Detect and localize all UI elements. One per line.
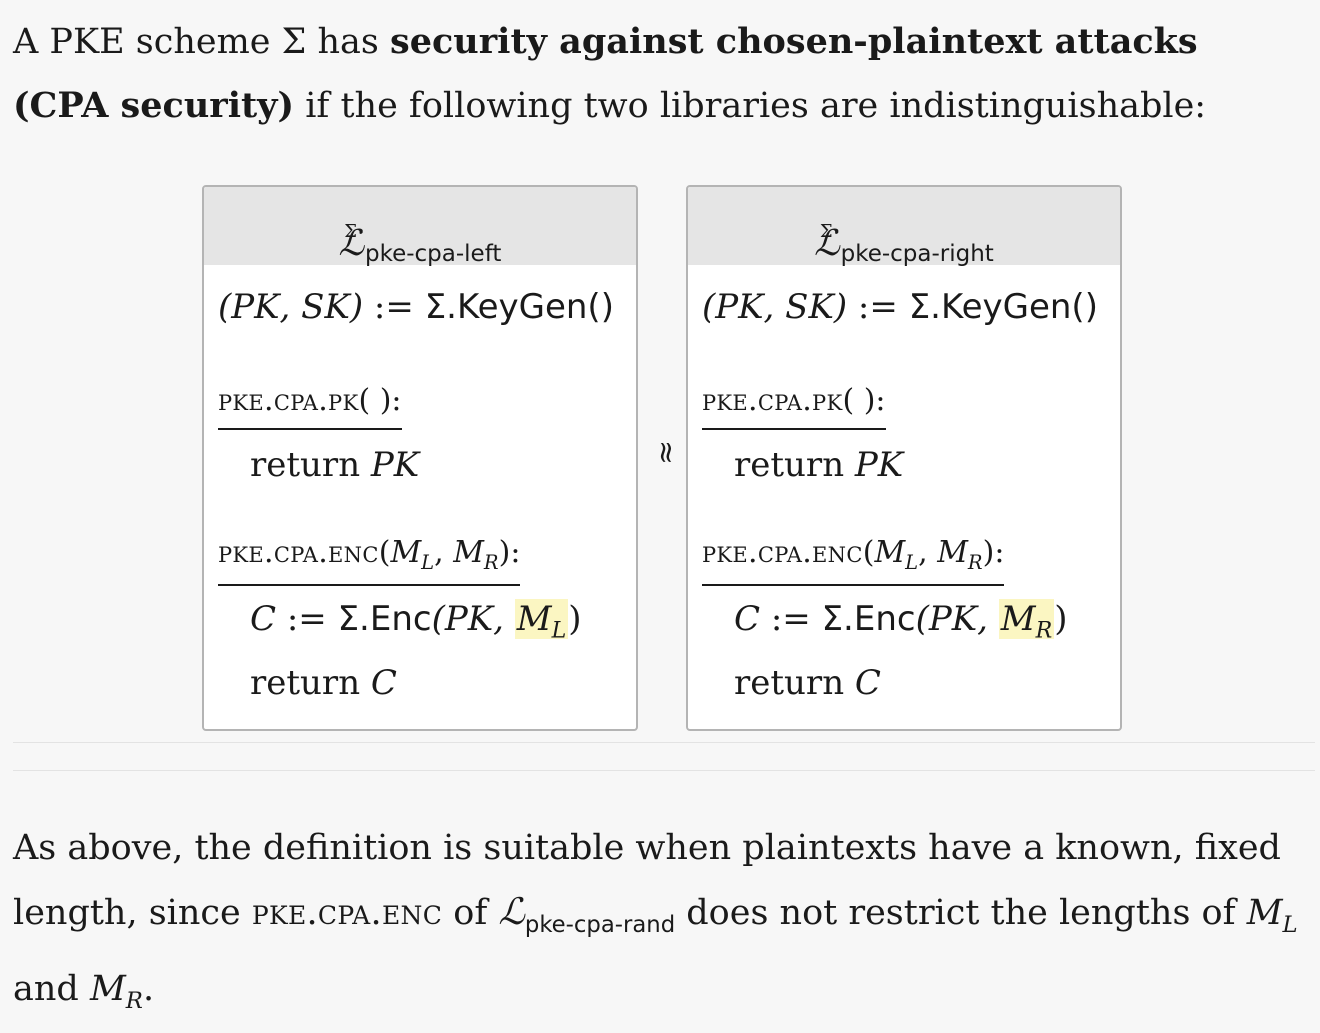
highlighted-message: ML <box>514 599 569 644</box>
c-args: (PK, <box>431 599 515 639</box>
c-arg-sub: L <box>551 617 567 644</box>
init-line: (PK, SK) := Σ.KeyGen() <box>702 287 1098 327</box>
return-keyword: return <box>734 663 855 703</box>
library-comparison: ℒΣpke-cpa-left (PK, SK) := Σ.KeyGen() pk… <box>202 185 1126 733</box>
enc-proc-name: pke.cpa.enc <box>218 535 379 570</box>
pk-proc-name: pke.cpa.pk <box>218 383 359 418</box>
pk-proc-args: ( ): <box>358 383 402 418</box>
library-superscript: Σ <box>344 221 357 242</box>
enc-proc-name: pke.cpa.enc <box>702 535 863 570</box>
outro-text-1: As above, the definition is suitable whe… <box>13 828 1281 933</box>
pk-return-line: return PK <box>734 445 903 485</box>
library-left-header: ℒΣpke-cpa-left <box>204 187 636 267</box>
c-var: C <box>734 599 761 639</box>
outro-lib-symbol: ℒ <box>498 890 525 933</box>
outro-paragraph: As above, the definition is suitable whe… <box>13 816 1303 1033</box>
pk-proc-args: ( ): <box>842 383 886 418</box>
c-op: := <box>760 599 822 639</box>
c-op: := <box>276 599 338 639</box>
outro-proc-name: pke.cpa.enc <box>251 893 443 933</box>
enc-proc-header: pke.cpa.enc(ML, MR): <box>702 535 1005 586</box>
outro-m1-sub: L <box>1282 911 1298 938</box>
c-arg-m: M <box>516 599 552 639</box>
pk-proc-name: pke.cpa.pk <box>702 383 843 418</box>
init-op: := <box>363 287 425 327</box>
enc-assign-line: C := Σ.Enc(PK, ML) <box>250 599 582 644</box>
indistinguishable-symbol: ≈ <box>648 439 684 466</box>
enc-return-line: return C <box>734 663 881 703</box>
enc-arg-l: L <box>421 550 435 574</box>
return-keyword: return <box>250 445 371 485</box>
library-symbol: ℒ <box>814 223 840 264</box>
return-keyword: return <box>734 445 855 485</box>
enc-arg-r: R <box>967 550 983 574</box>
return-value: C <box>854 663 881 703</box>
outro-m1: M <box>1246 893 1283 933</box>
outro-text-2: of <box>442 893 499 933</box>
c-var: C <box>250 599 277 639</box>
init-rhs: Σ.KeyGen() <box>908 287 1098 327</box>
intro-paragraph: A PKE scheme Σ has security against chos… <box>13 10 1303 138</box>
enc-arg-m2: M <box>453 535 484 570</box>
library-right-header: ℒΣpke-cpa-right <box>688 187 1120 267</box>
pk-proc-header: pke.cpa.pk( ): <box>218 383 402 430</box>
enc-paren-close: ): <box>498 535 521 570</box>
enc-proc-header: pke.cpa.enc(ML, MR): <box>218 535 521 586</box>
c-args-close: ) <box>568 599 582 639</box>
c-args: (PK, <box>915 599 999 639</box>
intro-text-1: A PKE scheme Σ has <box>13 22 390 62</box>
library-name: pke-cpa-right <box>840 241 994 267</box>
divider <box>13 742 1315 743</box>
outro-text-4: and <box>13 968 90 1009</box>
enc-sep: , <box>434 535 454 570</box>
highlighted-message: MR <box>998 599 1055 644</box>
enc-arg-l: L <box>905 550 919 574</box>
enc-paren-open: ( <box>862 535 875 570</box>
c-arg-sub: R <box>1035 617 1053 644</box>
init-op: := <box>847 287 909 327</box>
outro-m2-sub: R <box>125 987 143 1014</box>
c-fn: Σ.Enc <box>337 599 432 639</box>
intro-bold-term: security against chosen-plaintext attack… <box>13 21 1198 126</box>
enc-return-line: return C <box>250 663 397 703</box>
divider <box>13 770 1315 771</box>
init-rhs: Σ.KeyGen() <box>424 287 614 327</box>
library-superscript: Σ <box>819 221 833 242</box>
c-fn: Σ.Enc <box>821 599 916 639</box>
pk-proc-header: pke.cpa.pk( ): <box>702 383 886 430</box>
c-args-close: ) <box>1054 599 1068 639</box>
library-symbol: ℒ <box>338 223 365 264</box>
pk-return-line: return PK <box>250 445 419 485</box>
enc-arg-m2: M <box>937 535 968 570</box>
return-value: PK <box>370 445 420 485</box>
library-name: pke-cpa-left <box>364 241 502 267</box>
return-value: PK <box>854 445 904 485</box>
enc-arg-m: M <box>874 535 906 570</box>
enc-paren-close: ): <box>982 535 1005 570</box>
enc-sep: , <box>918 535 938 570</box>
return-keyword: return <box>250 663 371 703</box>
enc-arg-r: R <box>483 550 499 574</box>
outro-text-3: does not restrict the lengths of <box>675 893 1247 933</box>
c-arg-m: M <box>1000 599 1036 639</box>
init-line: (PK, SK) := Σ.KeyGen() <box>218 287 614 327</box>
init-lhs: (PK, SK) <box>702 287 848 327</box>
library-left: ℒΣpke-cpa-left (PK, SK) := Σ.KeyGen() pk… <box>202 185 638 731</box>
return-value: C <box>370 663 397 703</box>
outro-text-5: . <box>142 968 155 1009</box>
enc-arg-m: M <box>390 535 422 570</box>
outro-lib-name: pke-cpa-rand <box>524 911 676 938</box>
library-right: ℒΣpke-cpa-right (PK, SK) := Σ.KeyGen() p… <box>686 185 1122 731</box>
outro-m2: M <box>89 968 126 1009</box>
init-lhs: (PK, SK) <box>218 287 364 327</box>
enc-assign-line: C := Σ.Enc(PK, MR) <box>734 599 1068 644</box>
enc-paren-open: ( <box>378 535 391 570</box>
intro-text-2: if the following two libraries are indis… <box>294 86 1207 126</box>
